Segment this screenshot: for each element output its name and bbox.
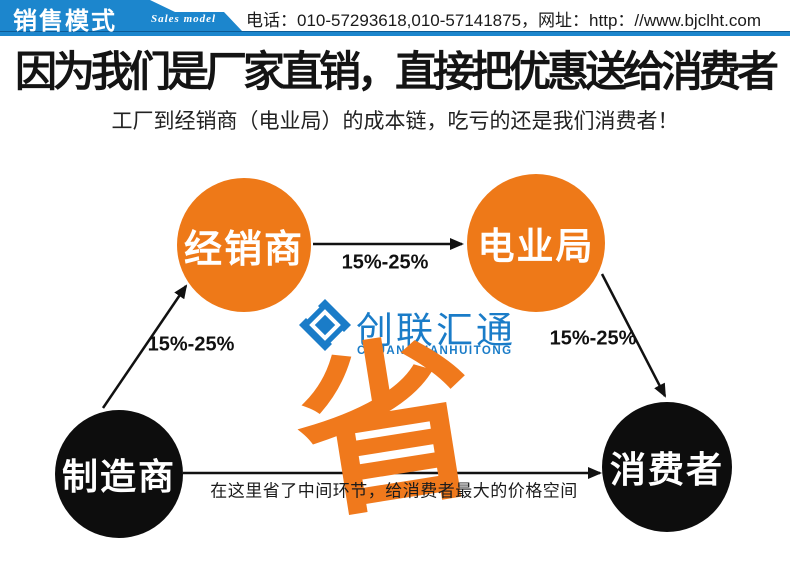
brand-logo-icon [299,299,351,351]
node-manufacturer: 制造商 [55,410,183,538]
header: 销售模式 Sales model 电话：010-57293618,010-571… [0,0,790,36]
brand-name: 创联汇通 [356,310,516,351]
header-divider [0,31,790,36]
page-subtitle: 工厂到经销商（电业局）的成本链，吃亏的还是我们消费者！ [111,110,679,133]
arrow-manufacturer-distributor [101,284,188,409]
section-subtitle: Sales model [151,13,217,25]
node-power-bureau-label: 电业局 [477,226,595,267]
brand-name-pinyin: CHUANGLIANHUITONG [357,345,513,357]
edge-label-manufacturer-distributor: 15%-25% [147,333,235,356]
node-distributor-label: 经销商 [183,228,304,271]
section-title: 销售模式 [13,8,117,35]
save-character: 省 [283,316,493,543]
edge-label-manufacturer-consumer: 在这里省了中间环节，给消费者最大的价格空间 [210,481,578,501]
edge-label-distributor-bureau: 15%-25% [341,251,429,274]
arrow-bureau-consumer [600,273,667,398]
edge-label-bureau-consumer: 15%-25% [549,327,637,350]
node-distributor: 经销商 [177,178,311,312]
node-power-bureau: 电业局 [467,174,605,312]
contact-info: 电话：010-57293618,010-57141875，网址：http：//w… [246,11,761,30]
node-consumer-label: 消费者 [609,449,724,490]
node-manufacturer-label: 制造商 [61,456,176,497]
page-title: 因为我们是厂家直销，直接把优惠送给消费者 [14,48,779,95]
node-consumer: 消费者 [602,402,732,532]
